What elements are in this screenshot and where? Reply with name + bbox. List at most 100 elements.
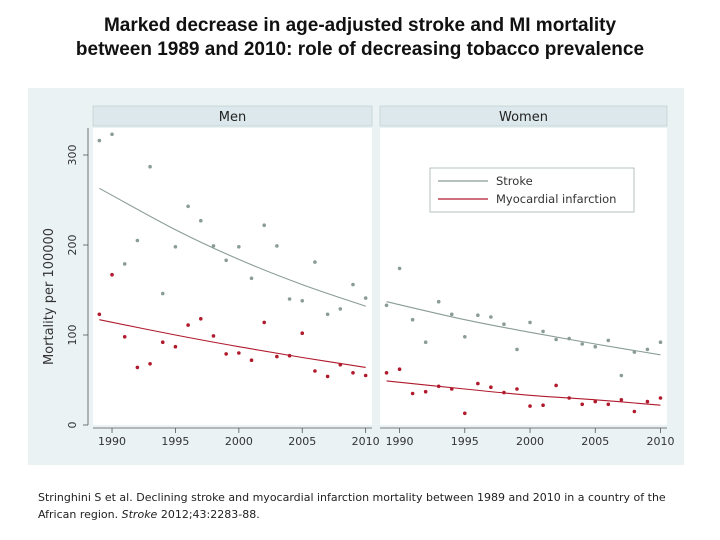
x-tick-label-women-2005: 2005 xyxy=(581,435,609,448)
data-point-men-stroke-2001 xyxy=(249,276,254,281)
data-point-women-stroke-1992 xyxy=(423,340,428,345)
trend-line-women-stroke xyxy=(386,301,661,356)
data-point-women-mi-2004 xyxy=(580,402,585,407)
data-point-women-stroke-2007 xyxy=(619,373,624,378)
data-point-women-stroke-1990 xyxy=(397,266,402,271)
data-point-men-mi-1995 xyxy=(173,344,178,349)
panel-title-men: Men xyxy=(219,110,246,125)
data-point-women-mi-1990 xyxy=(397,367,402,372)
slide-title-line-2: between 1989 and 2010: role of decreasin… xyxy=(75,39,645,60)
data-point-women-stroke-1994 xyxy=(449,312,454,317)
data-point-men-stroke-2003 xyxy=(275,244,279,248)
legend-label-mi: Myocardial infarction xyxy=(496,192,616,206)
data-point-women-mi-1989 xyxy=(384,371,389,375)
data-point-women-stroke-1995 xyxy=(462,335,467,339)
data-point-women-mi-1999 xyxy=(515,387,519,391)
data-point-men-mi-2009 xyxy=(351,371,355,375)
data-point-women-mi-2003 xyxy=(567,396,571,400)
data-point-women-stroke-2000 xyxy=(528,320,532,325)
citation-ref: 2012;43:2283-88. xyxy=(160,508,260,521)
data-point-men-mi-1989 xyxy=(97,312,102,317)
data-point-women-mi-2000 xyxy=(528,404,532,408)
data-point-men-mi-1994 xyxy=(160,340,165,345)
trend-line-men-mi xyxy=(99,319,366,368)
data-point-women-mi-1998 xyxy=(502,390,506,395)
data-point-women-stroke-2006 xyxy=(606,338,611,343)
data-point-men-mi-2010 xyxy=(363,373,368,378)
data-point-men-stroke-1996 xyxy=(186,204,190,209)
data-point-men-mi-2003 xyxy=(275,354,279,359)
data-point-women-stroke-1989 xyxy=(384,303,389,308)
legend-box xyxy=(429,167,635,213)
data-point-men-mi-2005 xyxy=(300,331,305,336)
data-point-men-mi-2008 xyxy=(338,362,343,367)
data-point-men-mi-1990 xyxy=(110,272,114,277)
data-point-men-stroke-2005 xyxy=(300,299,305,303)
data-point-women-mi-1993 xyxy=(436,384,441,389)
data-point-women-mi-2002 xyxy=(554,383,558,388)
data-point-men-mi-1996 xyxy=(186,323,190,327)
data-point-men-mi-1998 xyxy=(211,334,216,338)
data-point-women-stroke-1999 xyxy=(515,347,519,352)
data-point-men-mi-1999 xyxy=(224,352,228,356)
data-point-women-stroke-2009 xyxy=(645,347,650,352)
x-tick-label-men-1995: 1995 xyxy=(161,435,189,448)
data-point-men-stroke-1997 xyxy=(198,218,203,223)
data-point-men-stroke-1992 xyxy=(135,238,140,243)
data-point-women-mi-2007 xyxy=(619,398,624,402)
y-axis-label: Mortality per 100000 xyxy=(42,228,57,365)
data-point-men-stroke-2008 xyxy=(338,307,343,311)
data-point-women-mi-2001 xyxy=(541,403,545,408)
data-point-men-stroke-2009 xyxy=(351,282,355,287)
panel-title-women: Women xyxy=(499,110,548,125)
data-point-men-stroke-1995 xyxy=(173,245,178,249)
data-point-men-stroke-1990 xyxy=(110,132,114,137)
data-point-men-stroke-1994 xyxy=(160,291,165,296)
panel-strip-women xyxy=(379,105,668,127)
y-tick-label-200: 200 xyxy=(66,235,79,256)
x-tick-label-men-1990: 1990 xyxy=(98,435,126,448)
data-point-men-mi-2000 xyxy=(237,351,241,355)
data-point-men-stroke-1989 xyxy=(97,138,102,143)
data-point-men-stroke-2002 xyxy=(262,223,267,227)
data-point-men-stroke-1999 xyxy=(224,258,228,263)
data-point-men-stroke-1993 xyxy=(148,164,152,169)
data-point-women-mi-1992 xyxy=(423,389,428,394)
data-point-women-stroke-1991 xyxy=(410,317,415,322)
data-point-women-stroke-2004 xyxy=(580,342,585,346)
data-point-women-mi-1996 xyxy=(476,381,480,386)
citation: Stringhini S et al. Declining stroke and… xyxy=(38,489,698,523)
data-point-women-stroke-2001 xyxy=(541,329,545,334)
data-point-women-mi-2006 xyxy=(606,402,611,407)
data-point-men-stroke-2006 xyxy=(313,260,317,264)
data-point-women-mi-2005 xyxy=(593,399,598,404)
data-point-men-stroke-1991 xyxy=(122,262,127,266)
data-point-women-mi-1991 xyxy=(410,391,415,396)
data-point-men-mi-2004 xyxy=(287,353,292,358)
y-tick-label-300: 300 xyxy=(66,145,79,166)
x-tick-label-men-2005: 2005 xyxy=(288,435,316,448)
plot-area-men xyxy=(93,128,372,425)
legend-label-stroke: Stroke xyxy=(496,174,533,188)
y-tick-label-100: 100 xyxy=(66,325,79,346)
data-point-men-stroke-2010 xyxy=(363,296,368,300)
data-point-men-stroke-2004 xyxy=(287,297,292,301)
x-tick-label-women-1990: 1990 xyxy=(386,435,414,448)
data-point-women-mi-1994 xyxy=(449,387,454,391)
data-point-men-mi-1997 xyxy=(198,317,203,321)
x-tick-label-men-2000: 2000 xyxy=(225,435,253,448)
data-point-women-stroke-2010 xyxy=(658,340,663,345)
slide-title-line-1: Marked decrease in age-adjusted stroke a… xyxy=(103,15,617,36)
data-point-men-mi-2002 xyxy=(262,320,267,325)
citation-authors: Stringhini S et al. Declining stroke and… xyxy=(38,491,666,521)
data-point-women-mi-1997 xyxy=(489,385,493,390)
data-point-women-stroke-1998 xyxy=(502,322,506,327)
panel-strip-men xyxy=(92,105,373,127)
trend-line-men-stroke xyxy=(99,187,366,307)
x-tick-label-men-2010: 2010 xyxy=(352,435,380,448)
data-point-women-stroke-2005 xyxy=(593,344,598,349)
data-point-men-stroke-1998 xyxy=(211,244,216,248)
data-point-men-mi-2006 xyxy=(313,369,317,373)
data-point-women-stroke-2003 xyxy=(567,336,571,341)
